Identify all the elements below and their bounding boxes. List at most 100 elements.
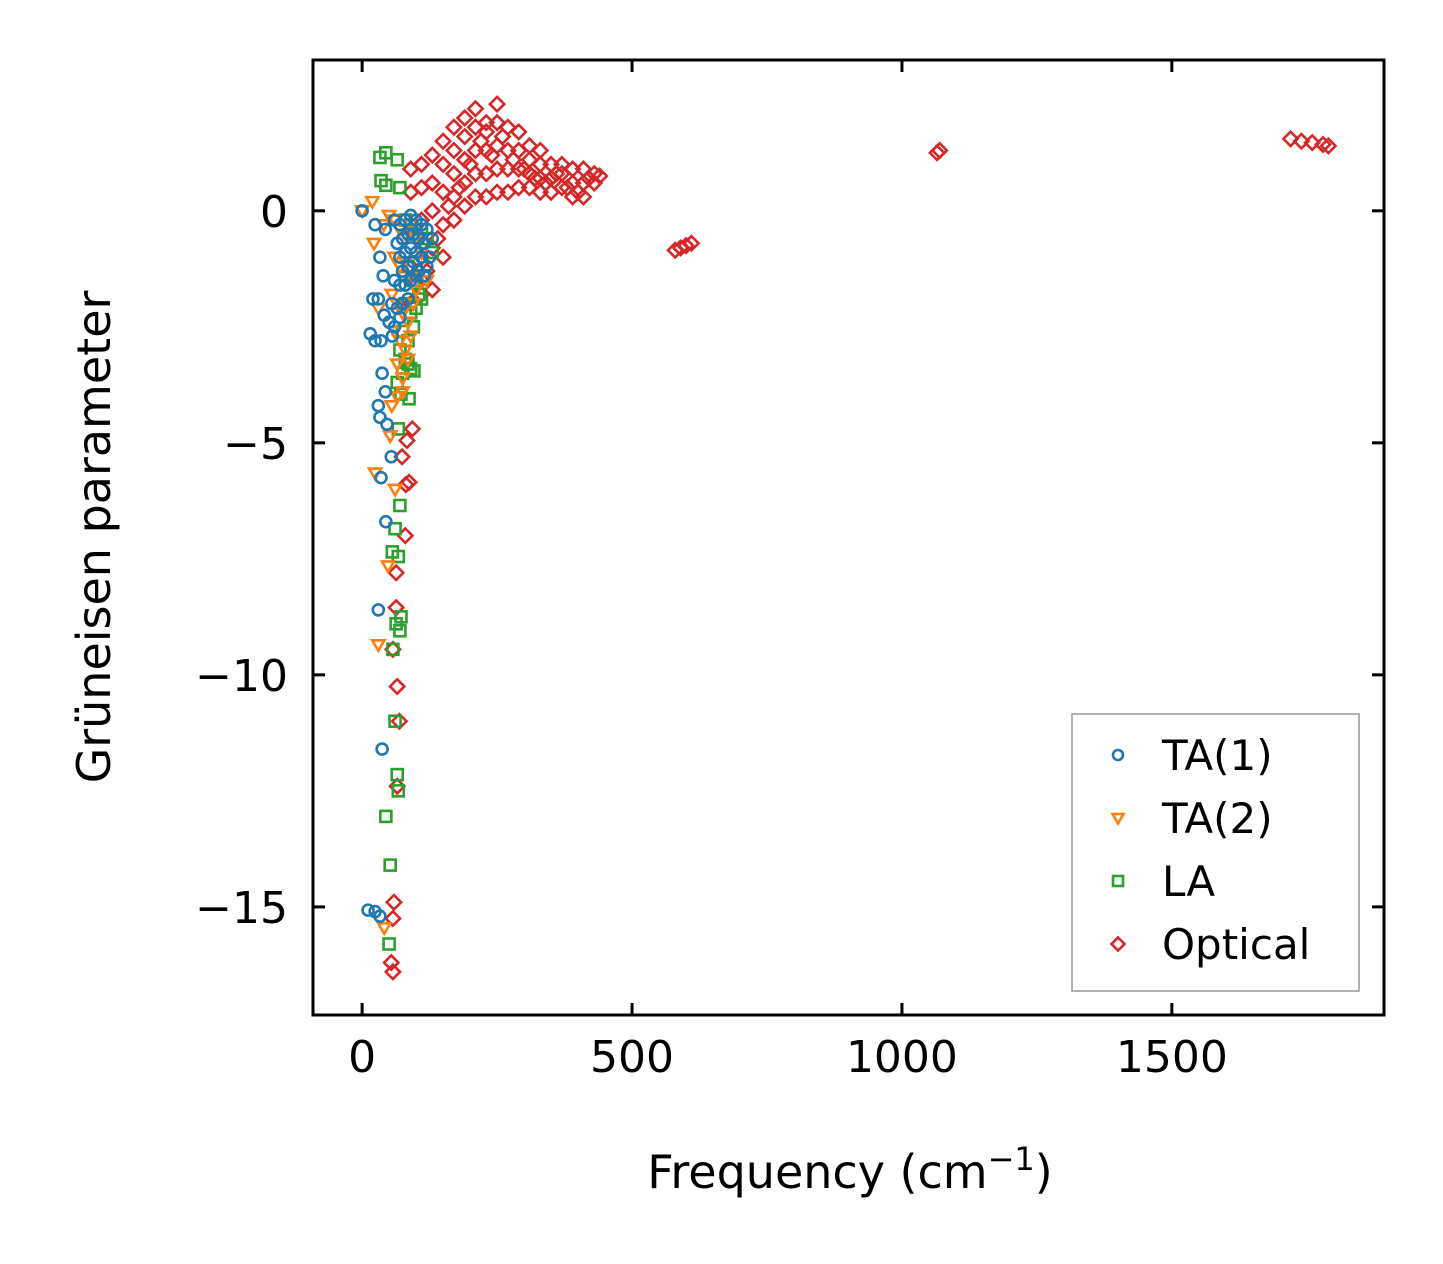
data-point	[379, 514, 393, 529]
data-point	[373, 410, 387, 425]
data-point	[388, 358, 406, 373]
data-point	[388, 777, 407, 796]
data-point	[450, 178, 469, 197]
data-point	[391, 335, 409, 350]
data-point	[390, 152, 405, 167]
y-tick-label: −15	[195, 883, 288, 934]
data-point	[384, 893, 403, 912]
data-point	[391, 422, 406, 436]
data-point	[381, 430, 399, 445]
data-point	[930, 141, 949, 160]
data-point	[1319, 136, 1338, 155]
data-point	[423, 146, 442, 165]
legend-triangle-down-icon	[1110, 812, 1126, 827]
data-point	[423, 173, 442, 192]
data-point	[375, 366, 389, 381]
data-point	[386, 483, 404, 498]
data-point	[373, 909, 387, 923]
data-point	[585, 173, 604, 192]
data-point	[434, 132, 453, 151]
data-point	[434, 183, 453, 202]
legend-square-icon	[1111, 874, 1125, 888]
data-point	[455, 197, 474, 216]
data-point	[379, 809, 393, 824]
data-point	[531, 141, 550, 160]
x-tick-label: 500	[590, 1032, 674, 1083]
data-point	[423, 201, 442, 220]
data-point	[466, 99, 485, 118]
data-point	[394, 610, 408, 624]
x-tick-label: 1500	[1116, 1032, 1228, 1083]
data-point	[393, 180, 407, 195]
legend-diamond-icon	[1109, 935, 1127, 953]
data-point	[1292, 132, 1311, 151]
data-point	[574, 187, 593, 206]
data-point	[391, 549, 406, 564]
y-tick-label: 0	[260, 187, 288, 238]
data-point	[412, 155, 431, 174]
axis-ticks: 0 500 1000 1500 0 −5 −10 −15	[195, 60, 1384, 1083]
data-point	[525, 169, 544, 188]
data-point	[384, 449, 399, 464]
data-point	[375, 742, 389, 756]
data-point	[386, 642, 400, 657]
data-point	[407, 284, 425, 299]
data-point	[368, 333, 382, 348]
data-point	[390, 767, 405, 782]
y-tick-label: −10	[195, 651, 288, 702]
data-point	[488, 95, 507, 114]
data-point	[444, 211, 463, 230]
series-la	[373, 146, 440, 951]
data-point	[383, 858, 397, 872]
data-point	[383, 288, 401, 303]
legend-entry: LA	[1111, 857, 1215, 906]
data-point	[402, 391, 416, 406]
data-point	[379, 146, 393, 160]
data-point	[355, 204, 369, 218]
data-point	[393, 310, 407, 325]
legend: TA(1) TA(2) LA Optical	[1071, 713, 1360, 992]
data-point	[383, 909, 402, 928]
data-point	[682, 234, 701, 253]
data-point	[1281, 129, 1300, 148]
data-point	[371, 603, 386, 617]
data-point	[376, 268, 390, 283]
data-point	[390, 712, 409, 731]
data-point	[383, 962, 402, 981]
data-point	[1303, 133, 1322, 152]
data-point	[493, 127, 512, 146]
data-point	[509, 122, 528, 141]
data-point	[387, 563, 406, 582]
data-markers	[353, 95, 1338, 981]
data-point	[380, 417, 394, 432]
data-point	[393, 623, 407, 638]
data-point	[388, 521, 402, 536]
data-point	[393, 498, 407, 513]
data-point	[399, 353, 417, 368]
data-point	[386, 251, 403, 266]
data-point	[558, 178, 577, 197]
data-point	[365, 237, 383, 252]
data-point	[368, 217, 382, 232]
data-point	[403, 419, 422, 438]
plot-frame	[311, 58, 1386, 1017]
data-point	[590, 167, 609, 185]
data-point	[394, 372, 411, 387]
data-point	[397, 431, 416, 450]
data-point	[399, 316, 417, 331]
data-point	[379, 560, 397, 575]
data-point	[393, 278, 407, 292]
data-point	[536, 173, 555, 192]
data-point	[439, 197, 458, 216]
data-point	[371, 398, 386, 413]
data-point	[400, 473, 419, 492]
legend-entry: TA(2)	[1110, 794, 1273, 843]
data-point	[444, 141, 463, 160]
data-point	[388, 390, 406, 406]
data-point	[569, 183, 588, 202]
data-point	[402, 330, 420, 345]
data-point	[488, 113, 507, 132]
data-point	[364, 195, 381, 211]
data-point	[361, 903, 375, 917]
